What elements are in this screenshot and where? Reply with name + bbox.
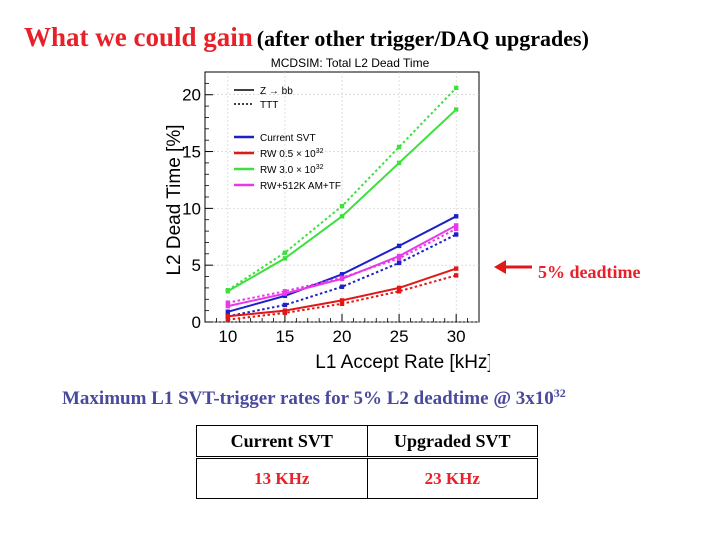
legend-label-exponent: 32 <box>316 148 324 155</box>
data-point <box>282 256 288 261</box>
deadtime-annotation: 5% deadtime <box>538 262 641 282</box>
legend-label: RW 3.0 × 1032 <box>260 164 324 176</box>
data-point <box>339 272 345 277</box>
data-point <box>282 308 288 313</box>
legend-label: RW+512K AM+TF <box>260 181 341 192</box>
title-main: What we could gain <box>24 22 253 52</box>
data-point <box>453 214 459 219</box>
grid <box>205 72 479 323</box>
data-point <box>339 203 345 209</box>
table-cell: 23 KHz <box>366 457 538 499</box>
summary-line: Maximum L1 SVT-trigger rates for 5% L2 d… <box>62 386 566 410</box>
data-point <box>396 260 402 266</box>
x-tick-label: 20 <box>333 327 352 346</box>
data-point <box>282 291 288 296</box>
series-line <box>227 233 457 318</box>
x-tick-label: 15 <box>275 327 294 346</box>
table-row: 13 KHz 23 KHz <box>196 457 538 499</box>
data-point <box>282 302 288 308</box>
chart-title: MCDSIM: Total L2 Dead Time <box>271 56 430 70</box>
data-point <box>225 287 231 293</box>
data-point <box>225 317 231 322</box>
x-tick-label: 30 <box>447 327 466 346</box>
series-group <box>225 85 459 322</box>
data-point <box>225 303 231 309</box>
legend-label: Current SVT <box>260 133 316 144</box>
data-point <box>339 298 345 303</box>
data-point <box>225 300 231 305</box>
table-cell: 13 KHz <box>196 457 368 499</box>
data-point <box>339 301 345 307</box>
legend-label: RW 0.5 × 1032 <box>260 148 324 160</box>
legend-style-label: Z → bb <box>260 86 293 97</box>
arrow-left-icon <box>494 260 532 274</box>
data-point <box>453 226 459 232</box>
slide-title: What we could gain (after other trigger/… <box>24 22 589 53</box>
data-point <box>396 160 402 166</box>
y-tick-label: 20 <box>182 86 201 105</box>
data-point <box>453 232 459 237</box>
data-point <box>282 250 288 255</box>
data-point <box>453 107 459 112</box>
x-tick-label: 25 <box>390 327 409 346</box>
data-point <box>339 284 345 289</box>
table-header-cell: Upgraded SVT <box>366 425 538 459</box>
data-point <box>339 275 345 280</box>
title-paren: (after other trigger/DAQ upgrades) <box>256 26 589 51</box>
data-point <box>282 289 288 294</box>
y-tick-label: 0 <box>192 313 201 332</box>
data-point <box>282 293 288 299</box>
data-point <box>453 85 459 91</box>
y-tick-label: 10 <box>182 199 201 218</box>
data-point <box>396 285 402 291</box>
y-axis-label: L2 Dead Time [%] <box>164 124 185 275</box>
rates-table: Current SVT Upgraded SVT 13 KHz 23 KHz <box>196 425 538 499</box>
data-point <box>396 243 402 249</box>
y-tick-label: 15 <box>182 143 201 162</box>
data-point <box>453 223 459 228</box>
y-tick-label: 5 <box>192 256 201 275</box>
data-point <box>453 266 459 271</box>
data-point <box>225 314 231 319</box>
table-header-cell: Current SVT <box>196 425 368 459</box>
data-point <box>396 256 402 261</box>
data-point <box>453 273 459 278</box>
data-point <box>396 253 402 259</box>
data-point <box>339 214 345 219</box>
data-point <box>396 289 402 294</box>
summary-exponent: 32 <box>553 386 566 400</box>
dead-time-chart: MCDSIM: Total L2 Dead Time 0 5 10 15 20 10 15 2… <box>164 56 490 373</box>
legend-label-exponent: 32 <box>316 164 324 171</box>
axis-ticks: 0 5 10 15 20 10 15 20 25 30 <box>182 82 468 346</box>
table-header-row: Current SVT Upgraded SVT <box>196 425 538 459</box>
data-point <box>225 309 231 314</box>
legend: Z → bb TTT Current SVT RW 0.5 × 1032 RW 3.0 … <box>234 86 341 192</box>
legend-style-label: TTT <box>260 100 278 111</box>
x-axis-label: L1 Accept Rate [kHz] <box>315 352 490 373</box>
data-point <box>282 310 288 316</box>
summary-text: Maximum L1 SVT-trigger rates for 5% L2 d… <box>62 388 554 409</box>
x-tick-label: 10 <box>218 327 237 346</box>
data-point <box>396 144 402 150</box>
